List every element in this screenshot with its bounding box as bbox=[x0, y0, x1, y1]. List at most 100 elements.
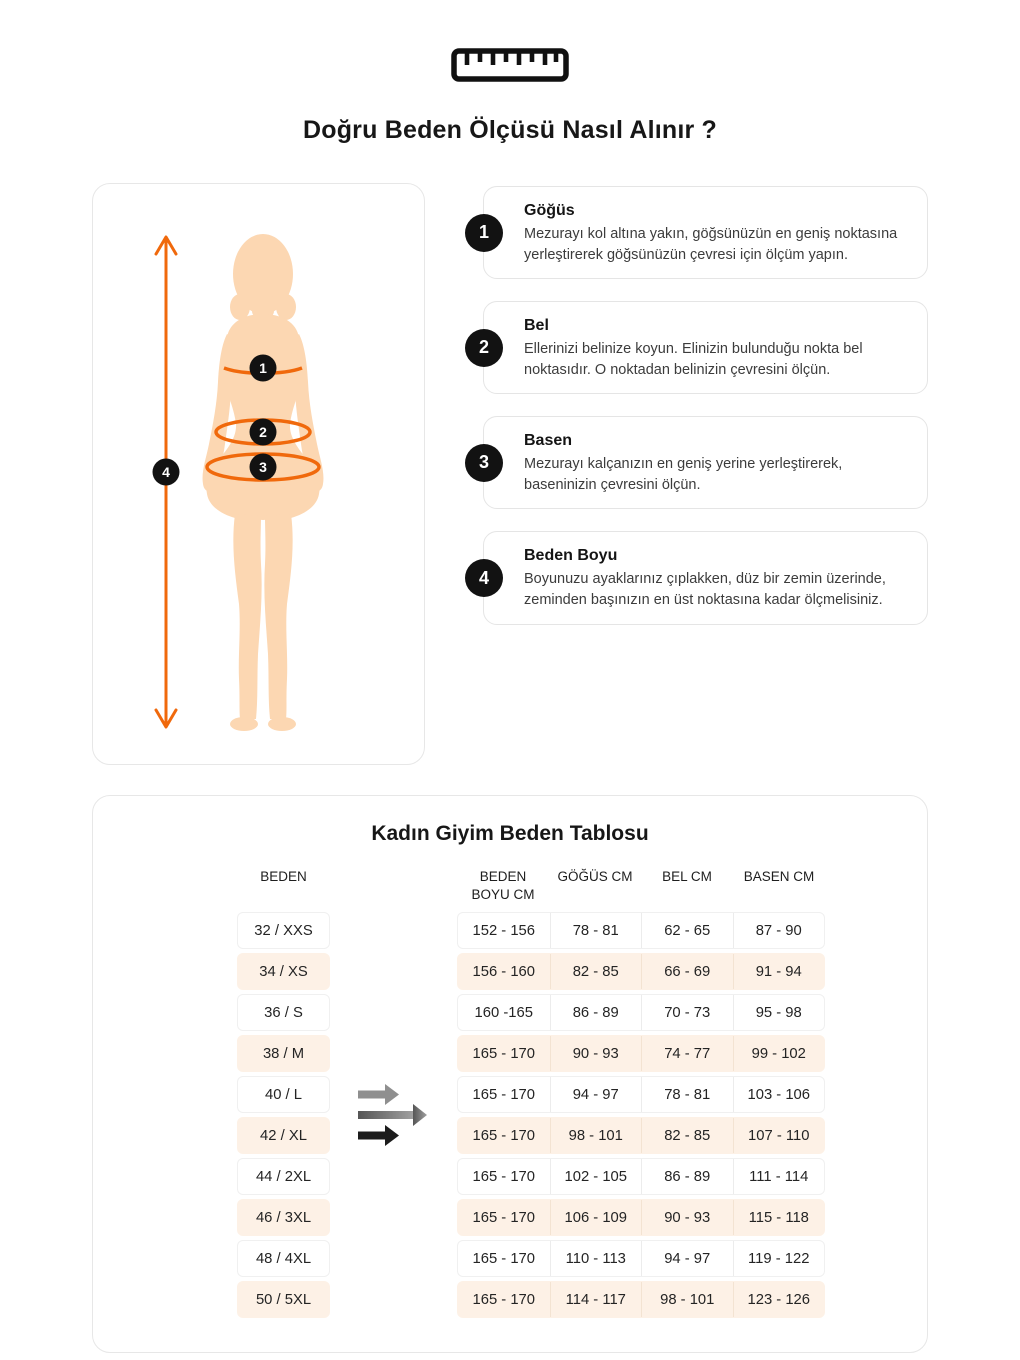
instruction-card-gogus: 1 Göğüs Mezurayı kol altına yakın, göğsü… bbox=[465, 186, 928, 280]
size-cell: 82 - 85 bbox=[641, 1118, 733, 1154]
size-cell: 102 - 105 bbox=[549, 1159, 642, 1195]
size-table-header: BEDEN BEDEN BOYU CM GÖĞÜS CM BEL CM BASE… bbox=[237, 868, 825, 903]
size-cell: 94 - 97 bbox=[549, 1077, 642, 1113]
column-header-basen: BASEN CM bbox=[743, 869, 815, 884]
size-cell: 70 - 73 bbox=[641, 995, 733, 1031]
size-cell-beden: 32 / XXS bbox=[237, 912, 330, 950]
size-cell: 78 - 81 bbox=[641, 1077, 733, 1113]
size-cell: 62 - 65 bbox=[641, 913, 733, 949]
size-row-values: 156 - 160 82 - 85 66 - 69 91 - 94 bbox=[457, 953, 825, 991]
size-cell-beden: 46 / 3XL bbox=[237, 1199, 330, 1237]
size-cell: 107 - 110 bbox=[732, 1118, 825, 1154]
body-figure-panel: 1 2 3 4 bbox=[92, 183, 425, 765]
size-cell-beden: 48 / 4XL bbox=[237, 1240, 330, 1278]
size-cell: 91 - 94 bbox=[732, 954, 825, 990]
size-row-values: 165 - 170 106 - 109 90 - 93 115 - 118 bbox=[457, 1199, 825, 1237]
size-row-values: 165 - 170 102 - 105 86 - 89 111 - 114 bbox=[457, 1158, 825, 1196]
instruction-card-bel: 2 Bel Ellerinizi belinize koyun. Elinizi… bbox=[465, 301, 928, 395]
size-row-values: 165 - 170 94 - 97 78 - 81 103 - 106 bbox=[457, 1076, 825, 1114]
right-arrow-icon-top bbox=[358, 1084, 399, 1106]
size-cell: 103 - 106 bbox=[732, 1077, 825, 1113]
instruction-text: Mezurayı kol altına yakın, göğsünüzün en… bbox=[524, 226, 898, 263]
figure-badge-2: 2 bbox=[259, 424, 267, 440]
table-row: 42 / XL 165 - 170 98 - 101 82 - 85 107 - 110 bbox=[237, 1117, 825, 1155]
size-cell-beden: 38 / M bbox=[237, 1035, 330, 1073]
step-number-badge: 2 bbox=[465, 328, 503, 367]
size-row-values: 165 - 170 110 - 113 94 - 97 119 - 122 bbox=[457, 1240, 825, 1278]
instruction-title: Beden Boyu bbox=[524, 547, 618, 565]
table-row: 32 / XXS 152 - 156 78 - 81 62 - 65 87 - 90 bbox=[237, 912, 825, 950]
size-cell: 165 - 170 bbox=[472, 1209, 536, 1226]
size-cell: 160 -165 bbox=[474, 1004, 533, 1021]
size-row-values: 165 - 170 114 - 117 98 - 101 123 - 126 bbox=[457, 1281, 825, 1319]
step-number-badge: 1 bbox=[465, 213, 503, 252]
size-cell: 106 - 109 bbox=[549, 1200, 642, 1236]
size-cell: 90 - 93 bbox=[549, 1036, 642, 1072]
table-row: 34 / XS 156 - 160 82 - 85 66 - 69 91 - 94 bbox=[237, 953, 825, 991]
size-cell-beden: 50 / 5XL bbox=[237, 1281, 330, 1319]
size-cell-beden: 36 / S bbox=[237, 994, 330, 1032]
instruction-card-basen: 3 Basen Mezurayı kalçanızın en geniş yer… bbox=[465, 416, 928, 510]
table-row: 36 / S 160 -165 86 - 89 70 - 73 95 - 98 bbox=[237, 994, 825, 1032]
instruction-title: Bel bbox=[524, 317, 549, 335]
right-arrow-icon-middle bbox=[358, 1104, 427, 1127]
size-cell: 99 - 102 bbox=[732, 1036, 825, 1072]
size-cell-beden: 42 / XL bbox=[237, 1117, 330, 1155]
size-cell: 165 - 170 bbox=[472, 1250, 536, 1267]
column-header-beden-boyu: BEDEN BOYU CM bbox=[471, 869, 535, 902]
size-cell: 82 - 85 bbox=[549, 954, 642, 990]
instruction-text: Mezurayı kalçanızın en geniş yerine yerl… bbox=[524, 456, 843, 493]
size-cell-beden: 44 / 2XL bbox=[237, 1158, 330, 1196]
measure-guide-section: 1 2 3 4 1 Göğüs Mezurayı kol altına yakı… bbox=[92, 183, 928, 765]
size-cell: 165 - 170 bbox=[472, 1086, 536, 1103]
size-cell: 165 - 170 bbox=[472, 1127, 536, 1144]
size-cell: 156 - 160 bbox=[472, 963, 536, 980]
size-cell: 119 - 122 bbox=[732, 1241, 825, 1277]
step-number-badge: 3 bbox=[465, 443, 503, 482]
size-row-values: 165 - 170 98 - 101 82 - 85 107 - 110 bbox=[457, 1117, 825, 1155]
figure-badges: 1 2 3 4 bbox=[152, 354, 277, 486]
size-cell: 90 - 93 bbox=[641, 1200, 733, 1236]
size-row-values: 152 - 156 78 - 81 62 - 65 87 - 90 bbox=[457, 912, 825, 950]
size-cell: 114 - 117 bbox=[549, 1282, 642, 1318]
size-cell: 165 - 170 bbox=[472, 1045, 536, 1062]
female-body-silhouette: 1 2 3 4 bbox=[152, 234, 324, 731]
size-cell: 87 - 90 bbox=[732, 913, 825, 949]
instruction-text: Boyunuzu ayaklarınız çıplakken, düz bir … bbox=[524, 571, 886, 609]
table-row: 50 / 5XL 165 - 170 114 - 117 98 - 101 123 - … bbox=[237, 1281, 825, 1319]
column-header-beden: BEDEN bbox=[260, 869, 307, 884]
size-cell: 123 - 126 bbox=[732, 1282, 825, 1318]
size-table-panel: Kadın Giyim Beden Tablosu BEDEN BEDEN BO… bbox=[92, 795, 928, 1354]
table-row: 44 / 2XL 165 - 170 102 - 105 86 - 89 111 - 1… bbox=[237, 1158, 825, 1196]
body-shape bbox=[202, 234, 324, 731]
size-cell: 110 - 113 bbox=[549, 1241, 642, 1277]
table-row: 46 / 3XL 165 - 170 106 - 109 90 - 93 115 - 1… bbox=[237, 1199, 825, 1237]
size-cell: 94 - 97 bbox=[641, 1241, 733, 1277]
ruler-icon bbox=[0, 0, 1020, 89]
right-arrow-icons bbox=[358, 1084, 427, 1147]
size-cell: 98 - 101 bbox=[549, 1118, 642, 1154]
instruction-title: Basen bbox=[524, 432, 573, 450]
size-cell: 74 - 77 bbox=[641, 1036, 733, 1072]
size-table-body: 32 / XXS 152 - 156 78 - 81 62 - 65 87 - 90 34… bbox=[237, 912, 825, 1319]
size-row-values: 160 -165 86 - 89 70 - 73 95 - 98 bbox=[457, 994, 825, 1032]
size-cell: 86 - 89 bbox=[549, 995, 642, 1031]
step-number-badge: 4 bbox=[465, 559, 503, 598]
instruction-cards: 1 Göğüs Mezurayı kol altına yakın, göğsü… bbox=[465, 183, 928, 765]
instruction-card-beden-boyu: 4 Beden Boyu Boyunuzu ayaklarınız çıplak… bbox=[465, 531, 928, 625]
size-table-title: Kadın Giyim Beden Tablosu bbox=[371, 822, 649, 845]
size-cell: 66 - 69 bbox=[641, 954, 733, 990]
size-cell: 115 - 118 bbox=[732, 1200, 825, 1236]
right-arrow-icon-bottom bbox=[358, 1125, 399, 1147]
size-cell: 78 - 81 bbox=[549, 913, 642, 949]
size-cell: 98 - 101 bbox=[641, 1282, 733, 1318]
figure-badge-1: 1 bbox=[259, 360, 267, 376]
figure-badge-3: 3 bbox=[259, 459, 267, 475]
instruction-text: Ellerinizi belinize koyun. Elinizin bulu… bbox=[524, 341, 863, 378]
size-cell: 165 - 170 bbox=[472, 1291, 536, 1308]
size-cell: 111 - 114 bbox=[732, 1159, 825, 1195]
figure-badge-4: 4 bbox=[162, 464, 170, 480]
size-row-values: 165 - 170 90 - 93 74 - 77 99 - 102 bbox=[457, 1035, 825, 1073]
size-cell-beden: 34 / XS bbox=[237, 953, 330, 991]
size-cell-beden: 40 / L bbox=[237, 1076, 330, 1114]
